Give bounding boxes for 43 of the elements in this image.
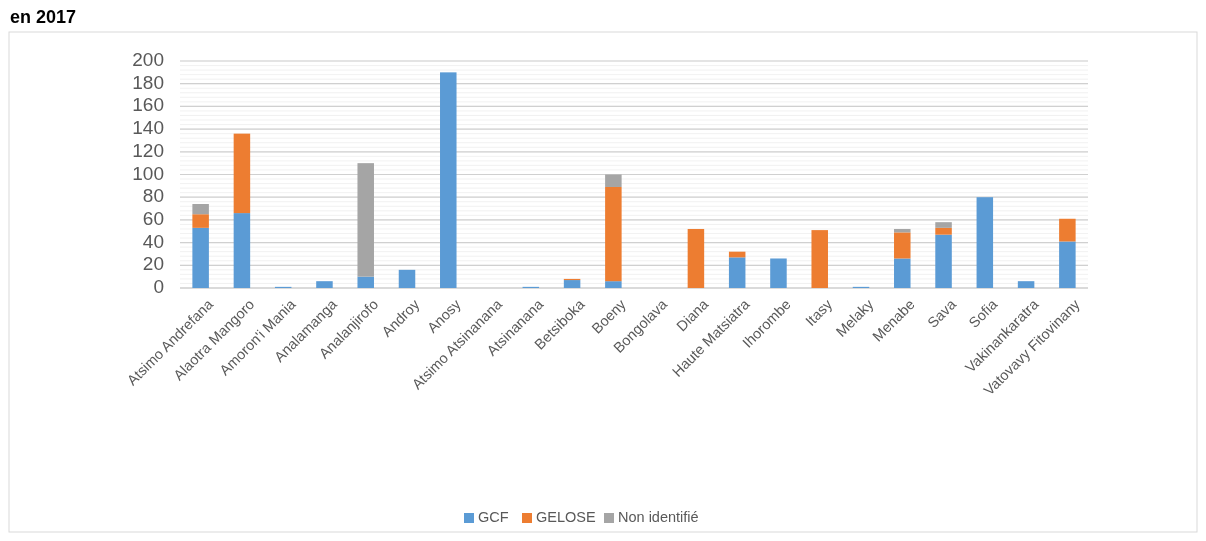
bar <box>976 197 994 288</box>
legend-label: Non identifié <box>618 508 699 525</box>
legend-label: GCF <box>478 508 509 525</box>
bar <box>605 281 622 288</box>
bar <box>605 186 622 282</box>
bar <box>1059 218 1076 242</box>
bar <box>605 174 622 187</box>
y-tick-label: 60 <box>142 207 164 229</box>
bar <box>894 228 911 233</box>
y-tick-label: 100 <box>132 162 164 184</box>
bar <box>233 133 251 214</box>
y-tick-label: 160 <box>132 94 164 116</box>
y-tick-label: 40 <box>142 230 164 252</box>
legend-label: GELOSE <box>536 508 596 525</box>
bar <box>894 232 911 259</box>
bar <box>894 258 911 288</box>
bar <box>935 234 952 288</box>
y-tick-label: 80 <box>142 185 164 207</box>
bar <box>728 257 746 288</box>
bar <box>357 163 374 277</box>
chart-title: en 2017 <box>10 6 77 27</box>
bar <box>192 204 209 215</box>
y-tick-label: 200 <box>132 49 164 71</box>
bar <box>316 281 333 288</box>
bar <box>563 280 581 288</box>
y-tick-label: 20 <box>142 253 164 275</box>
bar <box>1059 241 1076 288</box>
y-tick-label: 120 <box>132 139 164 161</box>
bar <box>357 276 374 288</box>
bar <box>192 214 209 228</box>
bar <box>770 258 787 288</box>
bar <box>440 72 457 288</box>
y-tick-label: 180 <box>132 71 164 93</box>
bar <box>192 227 209 288</box>
bar <box>935 227 952 235</box>
bar <box>1017 281 1035 288</box>
bar <box>935 222 952 228</box>
bar <box>687 228 705 288</box>
y-tick-label: 0 <box>153 276 164 298</box>
bar <box>233 213 251 288</box>
bar <box>398 269 416 288</box>
y-tick-label: 140 <box>132 117 164 139</box>
bar <box>811 230 828 288</box>
